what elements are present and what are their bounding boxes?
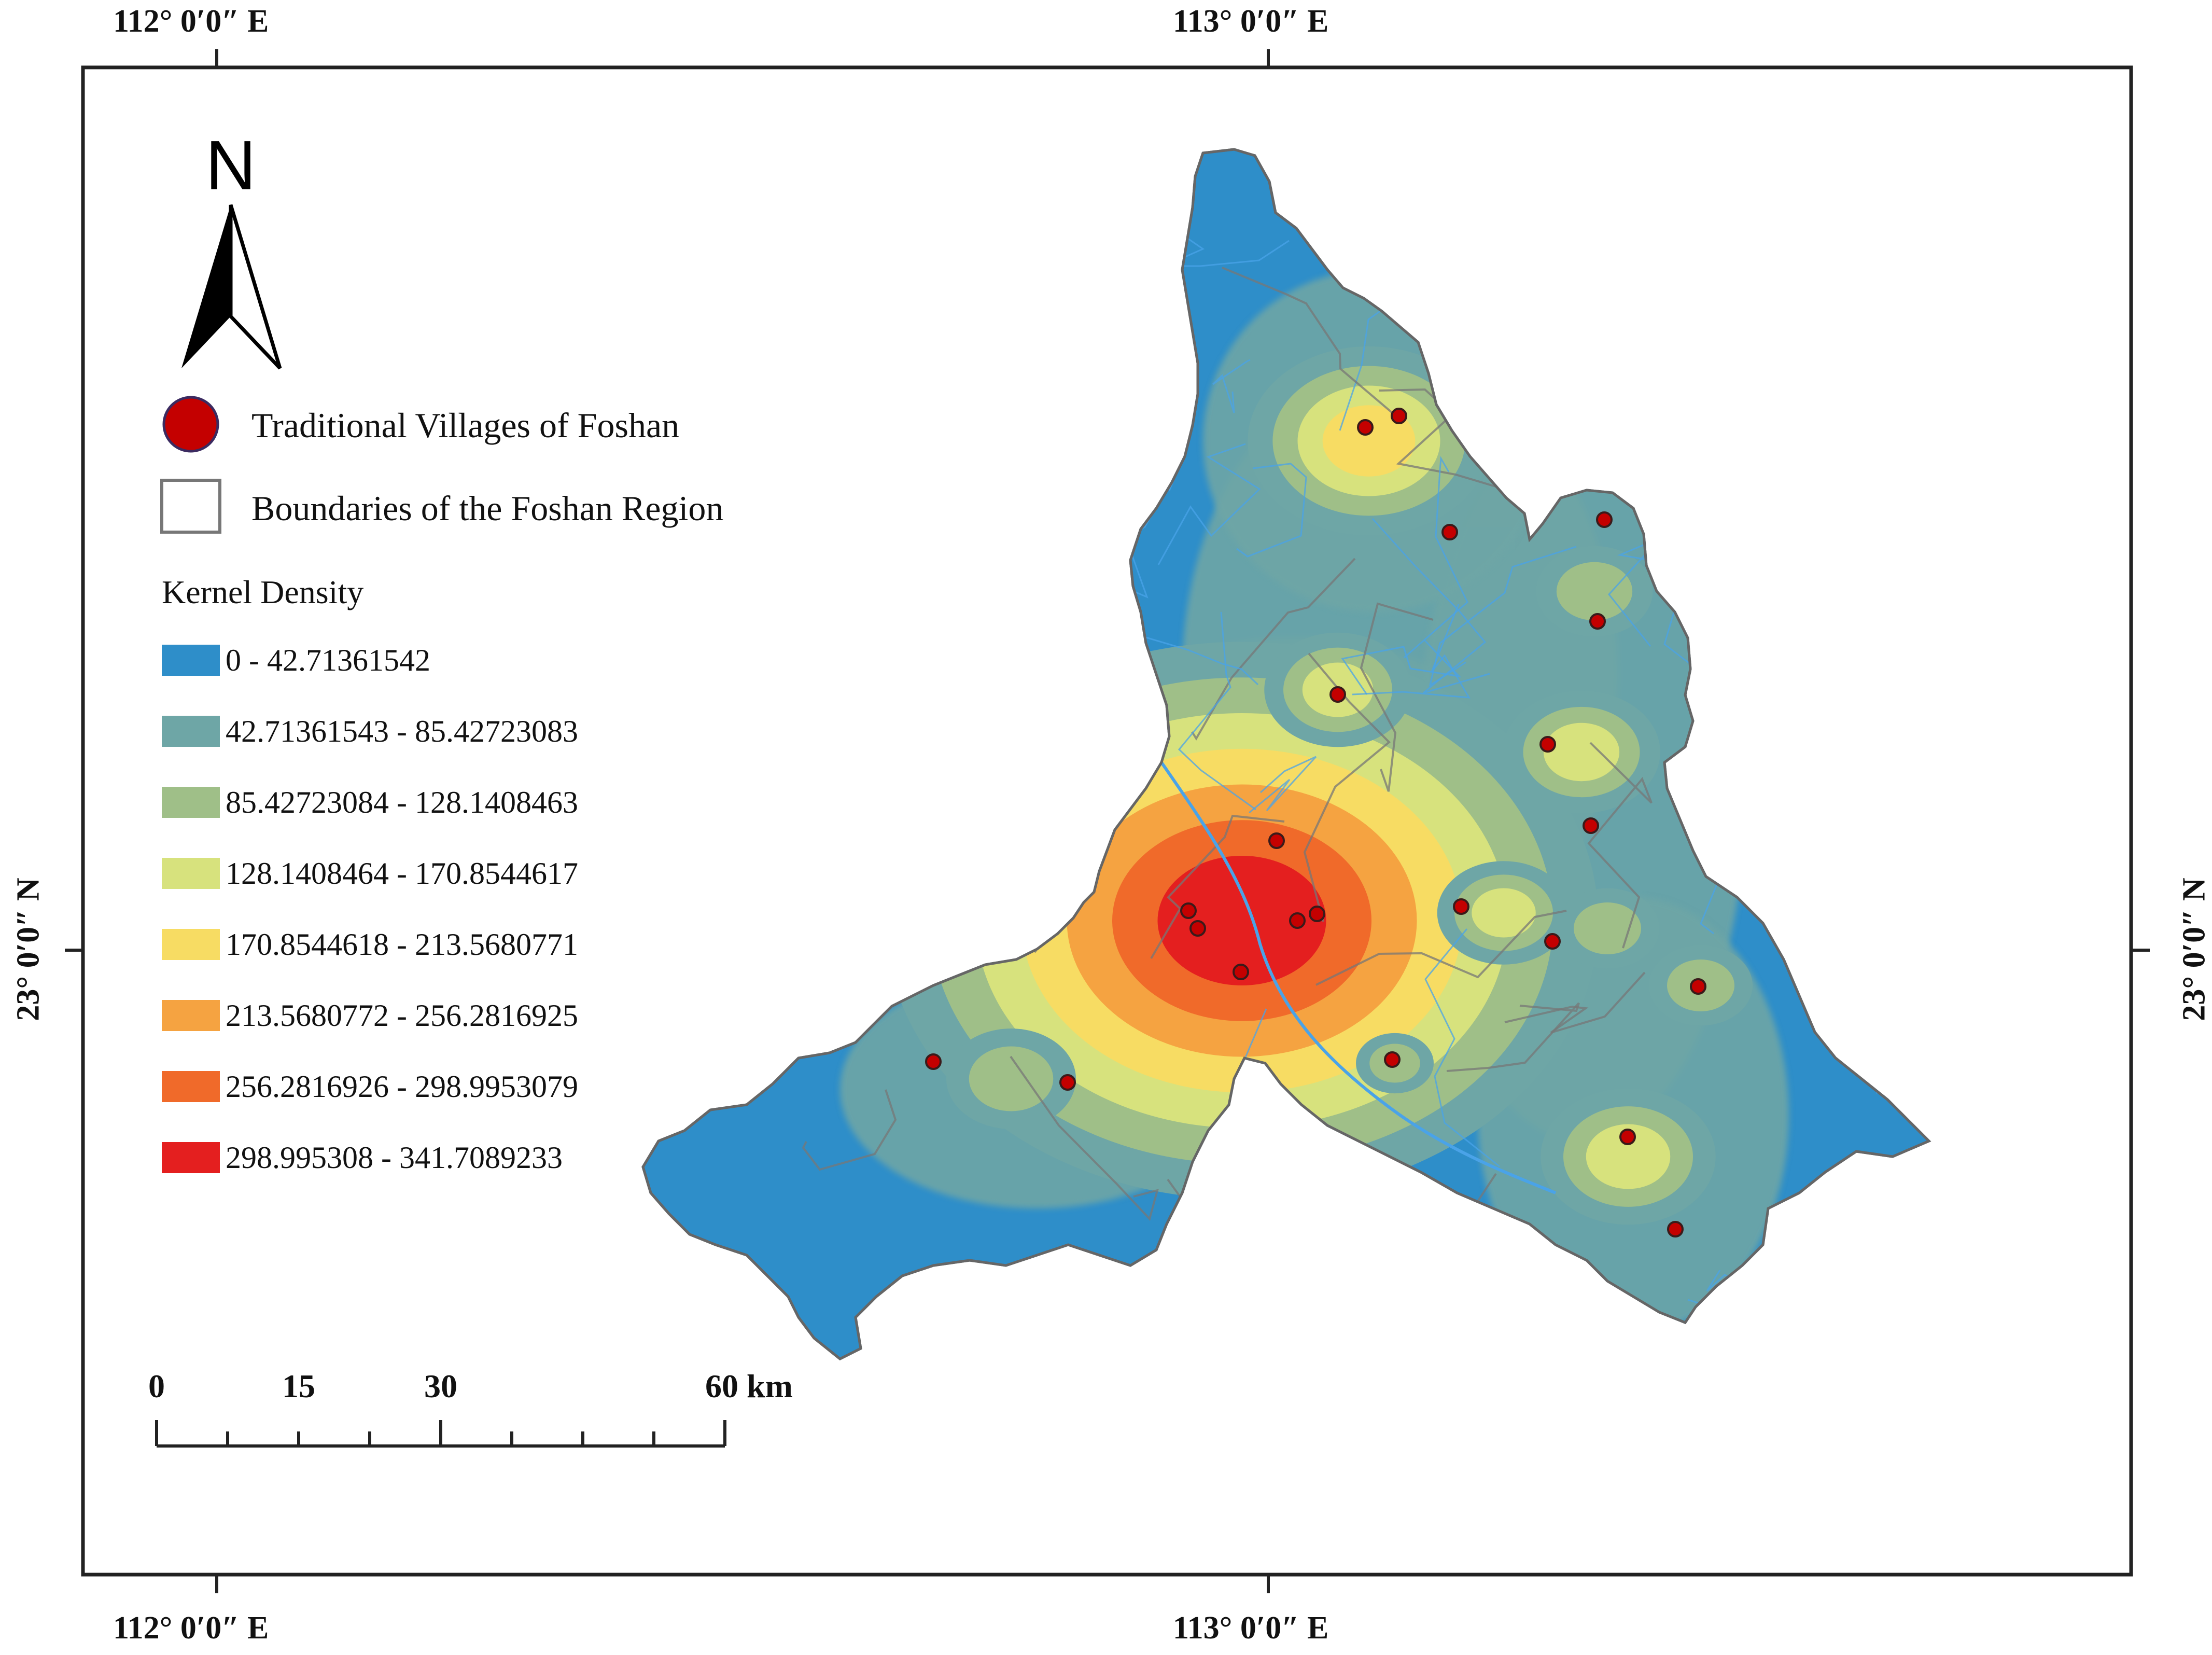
graticule-label-bottom-left: 112° 0′0″ E — [113, 1610, 269, 1647]
legend-class-swatch — [162, 1000, 220, 1031]
legend-class-swatch — [162, 716, 220, 747]
density-contour — [1574, 902, 1641, 954]
north-arrow-label: N — [205, 126, 256, 204]
traditional-village-point — [1191, 921, 1205, 936]
traditional-village-point — [1597, 512, 1612, 527]
traditional-village-point — [1392, 409, 1406, 423]
graticule-label-bottom-right: 113° 0′0″ E — [1173, 1610, 1328, 1647]
legend-village-symbol — [164, 397, 218, 451]
traditional-village-point — [1331, 687, 1345, 702]
legend-class-label: 85.42723084 - 128.1408463 — [226, 785, 578, 819]
graticule-label-right: 23° 0′0″ N — [2176, 872, 2212, 1027]
legend-class-label: 256.2816926 - 298.9953079 — [226, 1069, 578, 1104]
traditional-village-point — [1454, 899, 1468, 914]
scale-label-15: 15 — [282, 1368, 315, 1404]
legend-class-swatch — [162, 1142, 220, 1173]
traditional-village-point — [1443, 525, 1457, 539]
legend-boundary-label: Boundaries of the Foshan Region — [251, 489, 723, 528]
graticule-label-top-left: 112° 0′0″ E — [113, 3, 269, 40]
legend-class-swatch — [162, 787, 220, 818]
legend-boundary-symbol — [162, 480, 220, 532]
legend-class-swatch — [162, 858, 220, 889]
traditional-village-point — [1234, 965, 1248, 979]
legend-density-title: Kernel Density — [162, 574, 363, 610]
traditional-village-point — [1385, 1052, 1399, 1067]
density-contour — [969, 1047, 1054, 1111]
traditional-village-point — [1290, 913, 1305, 928]
traditional-village-point — [1181, 903, 1196, 918]
legend-class-label: 298.995308 - 341.7089233 — [226, 1141, 563, 1175]
scale-label-0: 0 — [148, 1368, 165, 1404]
legend-class-swatch — [162, 1071, 220, 1102]
legend-class-label: 0 - 42.71361542 — [226, 643, 430, 677]
density-contour — [1472, 888, 1536, 938]
scale-label-60km: 60 km — [705, 1368, 793, 1404]
legend-class-swatch — [162, 645, 220, 676]
traditional-village-point — [1620, 1130, 1635, 1144]
map-frame — [83, 67, 2131, 1575]
legend-class-swatch — [162, 929, 220, 960]
traditional-village-point — [1691, 979, 1705, 994]
graticule-label-left: 23° 0′0″ N — [10, 872, 47, 1027]
legend-class-label: 170.8544618 - 213.5680771 — [226, 927, 578, 962]
density-contour — [1544, 723, 1619, 782]
graticule-label-top-right: 113° 0′0″ E — [1173, 3, 1328, 40]
traditional-village-point — [1668, 1222, 1683, 1236]
traditional-village-point — [1310, 907, 1324, 921]
legend-class-label: 128.1408464 - 170.8544617 — [226, 856, 578, 891]
legend-class-label: 42.71361543 - 85.42723083 — [226, 714, 578, 748]
legend-class-label: 213.5680772 - 256.2816925 — [226, 998, 578, 1033]
traditional-village-point — [1584, 818, 1598, 833]
legend-villages-label: Traditional Villages of Foshan — [251, 406, 679, 445]
traditional-village-point — [926, 1054, 941, 1069]
traditional-village-point — [1358, 420, 1373, 435]
traditional-village-point — [1060, 1075, 1075, 1090]
traditional-village-point — [1541, 737, 1555, 752]
density-contour — [1557, 562, 1632, 621]
traditional-village-point — [1545, 934, 1560, 949]
scale-label-30: 30 — [424, 1368, 457, 1404]
traditional-village-point — [1590, 614, 1605, 629]
traditional-village-point — [1269, 833, 1284, 848]
